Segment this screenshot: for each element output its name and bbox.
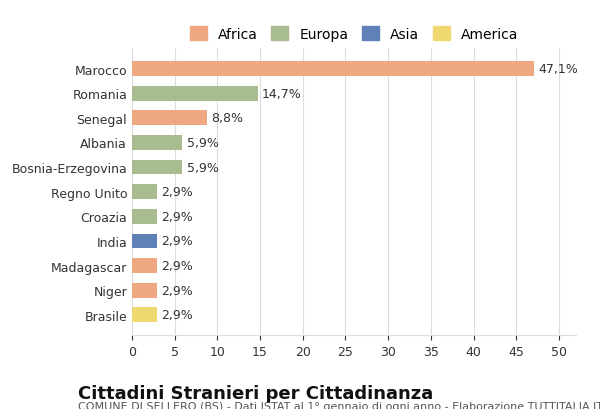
Text: COMUNE DI SELLERO (BS) - Dati ISTAT al 1° gennaio di ogni anno - Elaborazione TU: COMUNE DI SELLERO (BS) - Dati ISTAT al 1… — [78, 401, 600, 409]
Bar — [132, 62, 534, 77]
Bar — [132, 111, 207, 126]
Bar — [132, 283, 157, 298]
Bar — [132, 160, 182, 175]
Bar — [132, 234, 157, 249]
Bar — [132, 185, 157, 200]
Bar — [132, 209, 157, 224]
Text: 2,9%: 2,9% — [161, 308, 193, 321]
Bar — [132, 136, 182, 151]
Bar — [132, 308, 157, 322]
Bar — [132, 258, 157, 273]
Text: 47,1%: 47,1% — [538, 63, 578, 76]
Legend: Africa, Europa, Asia, America: Africa, Europa, Asia, America — [184, 22, 524, 47]
Text: 2,9%: 2,9% — [161, 259, 193, 272]
Text: 2,9%: 2,9% — [161, 235, 193, 248]
Text: 8,8%: 8,8% — [211, 112, 244, 125]
Text: 2,9%: 2,9% — [161, 210, 193, 223]
Text: 2,9%: 2,9% — [161, 186, 193, 199]
Bar — [132, 87, 257, 101]
Text: 5,9%: 5,9% — [187, 137, 218, 150]
Text: 5,9%: 5,9% — [187, 161, 218, 174]
Text: Cittadini Stranieri per Cittadinanza: Cittadini Stranieri per Cittadinanza — [78, 384, 433, 402]
Text: 2,9%: 2,9% — [161, 284, 193, 297]
Text: 14,7%: 14,7% — [262, 88, 302, 101]
